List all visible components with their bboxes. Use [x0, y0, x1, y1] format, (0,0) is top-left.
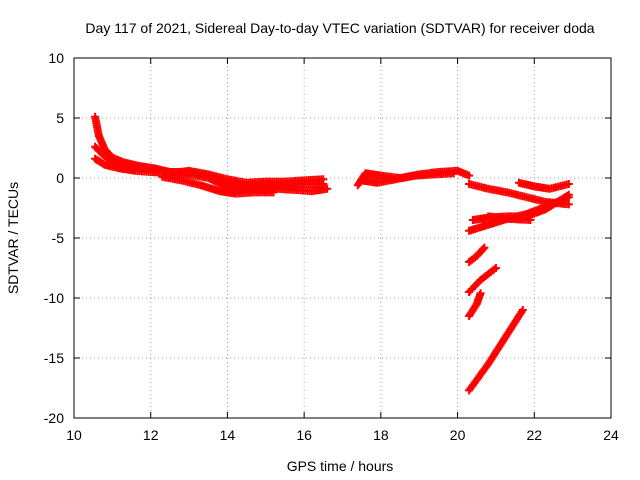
x-tick-label: 14 [220, 427, 236, 443]
grid-lines [74, 58, 611, 418]
data-points [91, 112, 573, 395]
x-tick-label: 20 [450, 427, 466, 443]
x-tick-label: 22 [526, 427, 542, 443]
y-tick-label: 10 [48, 50, 64, 66]
x-tick-labels: 10 12 14 16 18 20 22 24 [66, 427, 619, 443]
series-arc-13 [465, 264, 500, 296]
data-point-marker [479, 245, 488, 253]
series-arc-15 [465, 306, 527, 395]
data-point-marker [465, 171, 474, 180]
x-axis-label: GPS time / hours [287, 458, 394, 474]
x-tick-label: 10 [66, 427, 82, 443]
y-tick-labels: -20 -15 -10 -5 0 5 10 [44, 50, 64, 426]
y-tick-label: 5 [56, 110, 64, 126]
data-point-marker [323, 184, 332, 193]
x-tick-label: 16 [296, 427, 312, 443]
y-tick-label: -10 [44, 290, 64, 306]
data-point-marker [564, 190, 573, 199]
y-axis-label: SDTVAR / TECUs [5, 182, 21, 294]
data-point-marker [518, 306, 527, 314]
x-tick-label: 12 [143, 427, 159, 443]
data-point-marker [319, 175, 328, 184]
data-point-marker [564, 200, 573, 209]
x-tick-label: 18 [373, 427, 389, 443]
chart-title: Day 117 of 2021, Sidereal Day-to-day VTE… [85, 20, 594, 36]
plot-frame [73, 57, 612, 419]
data-point-marker [480, 243, 489, 252]
y-tick-label: -5 [52, 230, 65, 246]
series-arc-11 [484, 212, 535, 224]
series-arc-6 [357, 169, 458, 187]
y-tick-label: -20 [44, 410, 64, 426]
series-arc-8 [514, 178, 573, 193]
data-point-marker [564, 180, 573, 188]
x-tick-label: 24 [603, 427, 619, 443]
y-tick-label: 0 [56, 170, 64, 186]
y-tick-label: -15 [44, 350, 64, 366]
series-arc-12 [465, 243, 489, 266]
series-arc-4 [158, 172, 278, 198]
data-point-marker [491, 264, 500, 272]
series-arc-3 [91, 154, 328, 187]
series-arc-14 [465, 289, 485, 320]
data-point-marker [476, 289, 485, 298]
data-point-marker [526, 216, 535, 224]
data-point-marker [269, 188, 278, 197]
data-point-marker [449, 169, 458, 178]
